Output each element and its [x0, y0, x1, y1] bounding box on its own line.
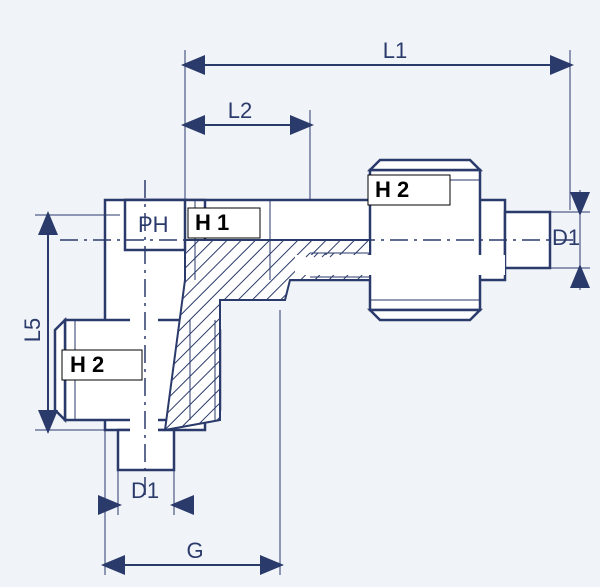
fitting-body	[55, 160, 575, 500]
dim-D1-bottom: D1	[131, 478, 159, 503]
dim-L1: L1	[383, 38, 407, 63]
tag-H1: H 1	[195, 210, 229, 235]
dim-D1-right: D1	[552, 225, 580, 250]
dim-L5: L5	[20, 318, 45, 342]
dim-L2: L2	[228, 98, 252, 123]
dim-G: G	[186, 538, 203, 563]
tag-H2-right: H 2	[375, 177, 409, 202]
tag-H2-bottom: H 2	[70, 352, 104, 377]
tag-PH: PH	[138, 212, 169, 237]
